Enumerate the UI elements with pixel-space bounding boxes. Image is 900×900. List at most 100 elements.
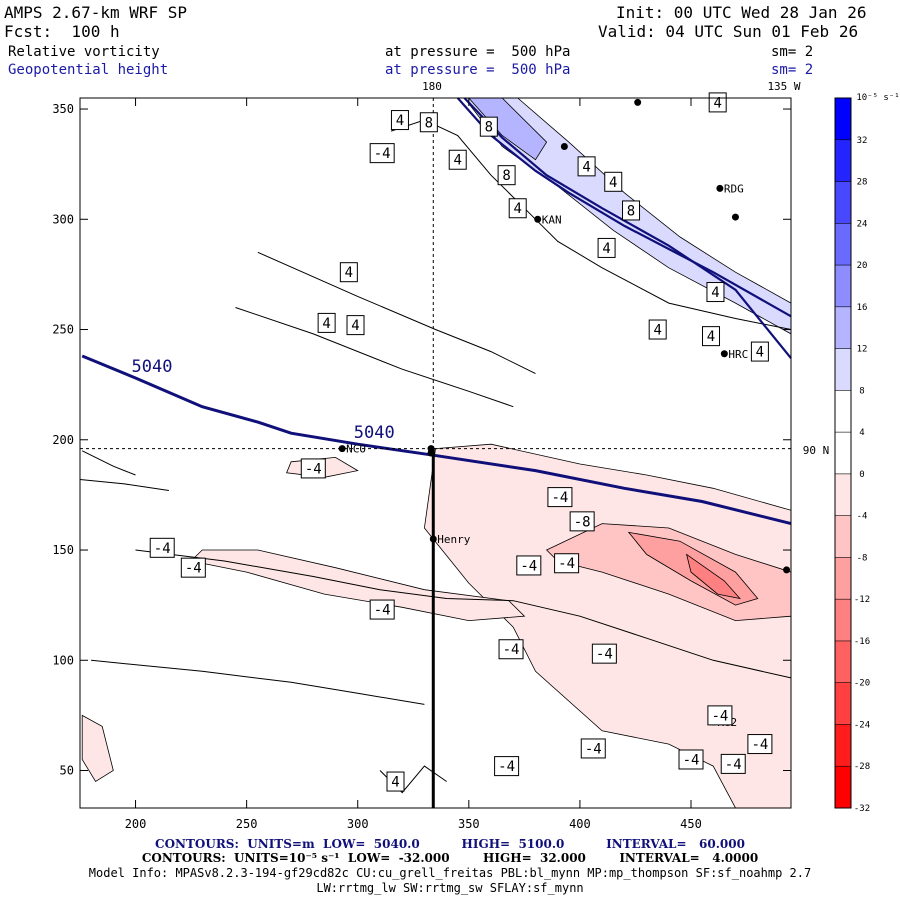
x-tick-label-300: 300 [347,817,369,831]
vorticity-label-13: 4 [648,319,667,340]
vorticity-label-26: -4 [369,599,395,620]
vorticity-label-box [498,639,524,660]
vorticity-label-0: 4 [390,110,409,131]
vorticity-label-9: 8 [622,200,641,221]
vorticity-label-box [494,756,520,777]
colorbar-swatch-15 [835,724,851,767]
vorticity-contour-6 [91,659,425,705]
vorticity-label-text: 4 [711,285,719,301]
vorticity-contour-3 [79,479,169,491]
colorbar-label-0: 32 [857,136,868,146]
colorbar-swatch-1 [835,139,851,183]
height-contour-label: 5040 [354,423,395,443]
station-label-rdg: RDG [724,182,744,195]
station-label-nco: NCO [346,443,366,456]
footer-model-info: Model Info: MPASv8.2.3-194-gf29cd82c CU:… [88,866,812,880]
vorticity-contour-0 [81,450,136,476]
vorticity-label-5: 8 [497,165,516,186]
vorticity-label-box [508,198,527,219]
negative-vorticity-region-3 [81,714,114,783]
colorbar-swatch-12 [835,599,851,642]
colorbar-swatch-2 [835,181,851,224]
colorbar-label-16: -32 [854,804,870,814]
colorbar-label-7: 4 [859,428,864,438]
vorticity-label-19: -4 [300,458,326,479]
colorbar-swatch-10 [835,515,851,558]
vorticity-label-15: 4 [750,341,769,362]
colorbar-swatch-6 [835,348,851,391]
vorticity-label-text: -4 [683,752,700,768]
vorticity-label-box [554,553,580,574]
vorticity-label-text: 4 [609,175,617,191]
field1-level: at pressure = 500 hPa [385,44,571,60]
station-marker-nco [338,445,346,453]
vorticity-label-box [346,315,365,336]
vorticity-label-33: -4 [747,734,773,755]
vorticity-label-8: 4 [604,171,623,192]
vorticity-label-text: 4 [391,775,399,791]
site-marker-3 [634,98,642,106]
vorticity-label-box [339,262,358,283]
vorticity-label-23: -4 [180,557,206,578]
vorticity-label-box [707,705,733,726]
vorticity-label-text: -4 [520,558,537,574]
vorticity-label-text: 8 [425,115,433,131]
vorticity-label-text: 4 [396,113,404,129]
vorticity-label-text: 4 [454,153,462,169]
vorticity-label-1: 8 [419,112,438,133]
footer-height-contours: CONTOURS: UNITS=m LOW= 5040.0 HIGH= 5100… [155,837,745,851]
station-marker-henry [429,535,437,543]
vorticity-label-text: -4 [585,741,602,757]
colorbar-frame [834,97,852,809]
vorticity-label-box [597,237,616,258]
vorticity-label-24: -4 [516,555,542,576]
x-tick-label-400: 400 [569,817,591,831]
lat-90n-label: 90 N [803,444,830,457]
vorticity-label-box [386,771,405,792]
station-markers: NCOHenryKANRDGHRCRG2 [338,98,791,729]
init-time: Init: 00 UTC Wed 28 Jan 26 [616,3,867,22]
colorbar-swatch-4 [835,265,851,308]
x-tick-label-350: 350 [458,817,480,831]
vorticity-label-12: 4 [706,282,725,303]
colorbar-swatch-13 [835,640,851,684]
vorticity-label-text: -4 [751,737,768,753]
vorticity-label-7: 4 [577,156,596,177]
vorticity-label-text: -4 [725,757,742,773]
axes: 200 250 300 350 400 450 50 100 150 200 250 300 350 [52,98,791,831]
station-marker-hrc [720,350,728,358]
vorticity-label-text: -4 [558,556,575,572]
vorticity-label-3: 8 [479,116,498,137]
vorticity-label-box [706,282,725,303]
vorticity-label-text: 4 [602,241,610,257]
vorticity-label-text: 4 [756,345,764,361]
vorticity-label-text: -4 [711,708,728,724]
field2-name: Geopotential height [8,62,169,78]
site-marker-5 [783,566,791,574]
vorticity-label-box [580,738,606,759]
y-tick-label-100: 100 [52,653,74,667]
vorticity-label-30: -4 [678,749,704,770]
vorticity-contours [79,119,792,794]
vorticity-label-text: 4 [513,201,521,217]
colorbar-unit: 10⁻⁵ s⁻¹ [856,93,899,103]
vorticity-label-box [591,643,617,664]
vorticity-label-text: -4 [374,603,391,619]
colorbar-swatch-0 [835,98,851,141]
vorticity-label-box [516,555,542,576]
vorticity-label-4: -4 [369,143,395,164]
vorticity-label-2: 4 [448,149,467,170]
vorticity-label-box [702,326,721,347]
colorbar-swatch-7 [835,390,851,433]
colorbar: 32 28 24 20 16 12 8 4 0 -4 -8 -12 -16 -20 -24 -28 -32 [834,97,870,814]
vorticity-label-35: 4 [386,771,405,792]
colorbar-swatch-3 [835,223,851,266]
height-contour-5040-0 [81,354,792,526]
vorticity-label-34: -4 [494,756,520,777]
vorticity-label-text: -4 [503,642,520,658]
colorbar-label-14: -24 [854,720,870,730]
y-tick-label-50: 50 [60,764,74,778]
y-tick-label-350: 350 [52,102,74,116]
vorticity-label-6: 4 [508,198,527,219]
vorticity-label-28: -4 [591,643,617,664]
